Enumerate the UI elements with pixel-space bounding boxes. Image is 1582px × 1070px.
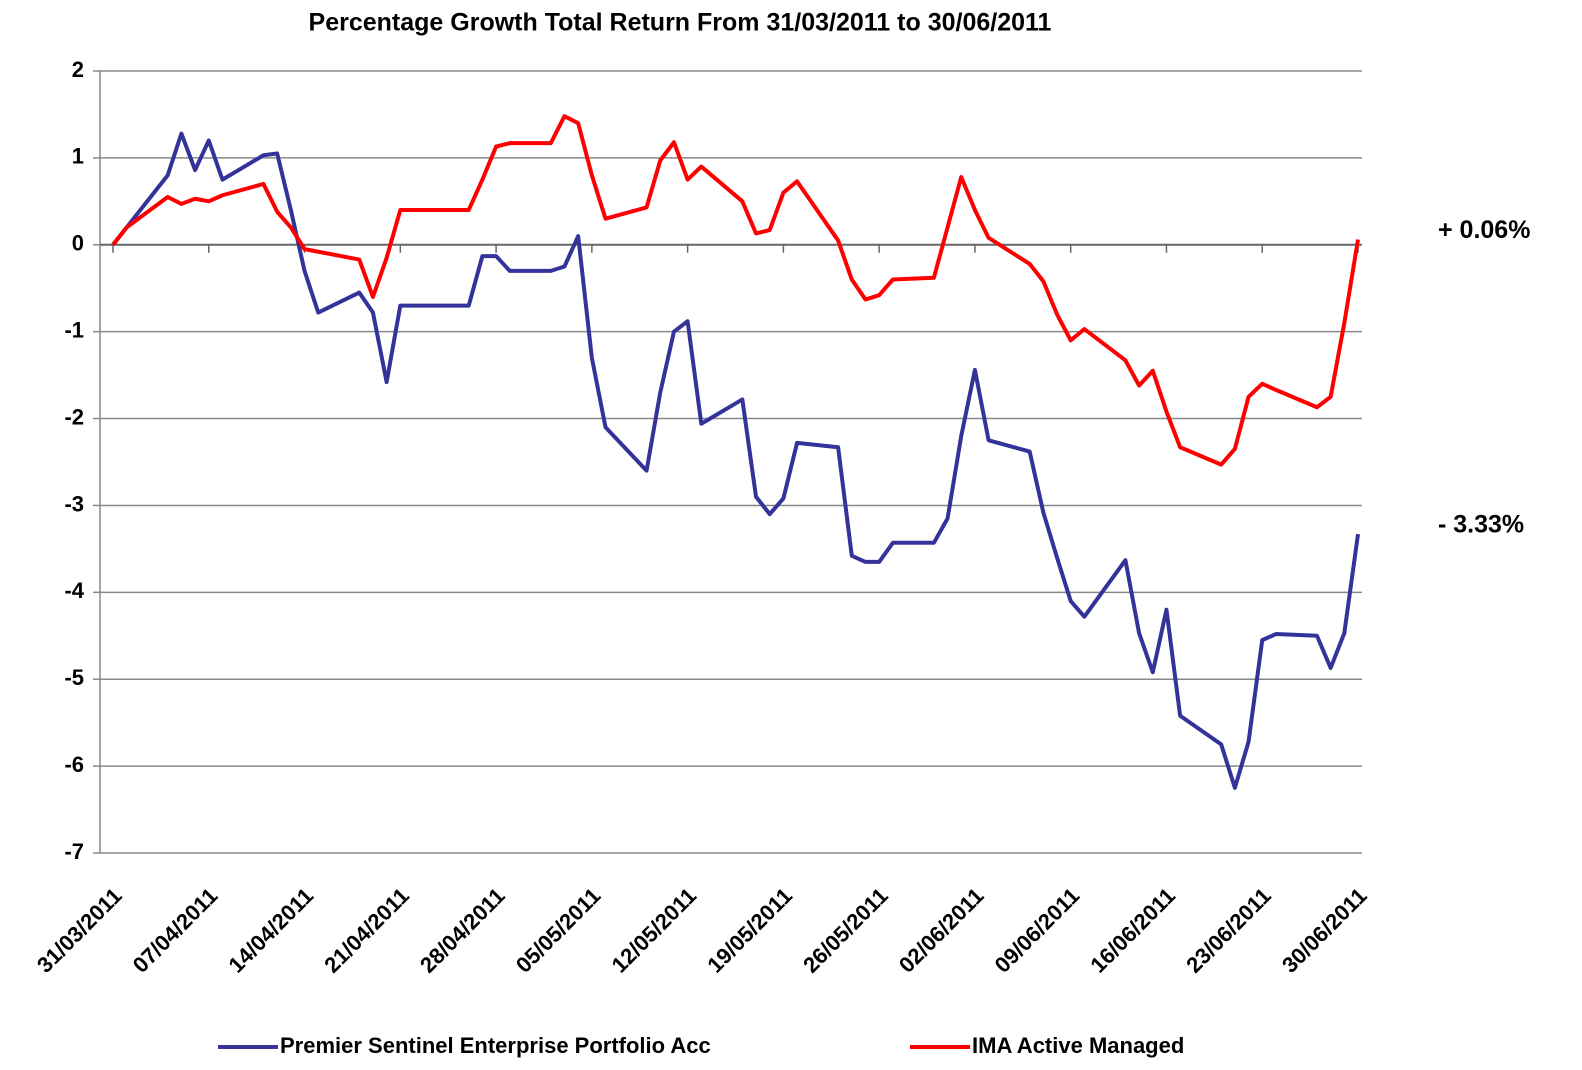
x-tick-label: 31/03/2011 [32,883,127,978]
x-tick-label: 07/04/2011 [128,883,223,978]
y-tick-label: -2 [64,404,84,429]
x-tick-label: 02/06/2011 [894,883,989,978]
line-series [111,131,1360,790]
y-tick-label: -5 [64,665,84,690]
y-tick-label: -6 [64,752,84,777]
legend-label: IMA Active Managed [972,1033,1184,1058]
chart-title: Percentage Growth Total Return From 31/0… [309,9,1052,37]
x-tick-label: 09/06/2011 [990,883,1085,978]
annotation: - 3.33% [1438,511,1524,539]
x-tick-label: 05/05/2011 [511,883,606,978]
x-tick-label: 21/04/2011 [319,883,414,978]
x-tick-label: 14/04/2011 [223,883,318,978]
legend-label: Premier Sentinel Enterprise Portfolio Ac… [280,1033,711,1058]
y-tick-label: -1 [64,317,84,342]
y-tick-label: 0 [72,231,84,256]
x-tick-label: 26/05/2011 [798,883,893,978]
y-tick-label: -7 [64,839,84,864]
y-tick-label: -4 [64,578,84,603]
y-tick-label: 1 [72,144,84,169]
x-tick-label: 28/04/2011 [415,883,510,978]
x-tick-label: 19/05/2011 [702,883,797,978]
x-tick-label: 30/06/2011 [1277,883,1372,978]
line-series [111,114,1360,467]
y-tick-label: -3 [64,491,84,516]
y-tick-label: 2 [72,57,84,82]
x-tick-label: 16/06/2011 [1085,883,1180,978]
annotation: + 0.06% [1438,216,1530,244]
x-tick-label: 23/06/2011 [1181,883,1276,978]
x-tick-label: 12/05/2011 [607,883,702,978]
